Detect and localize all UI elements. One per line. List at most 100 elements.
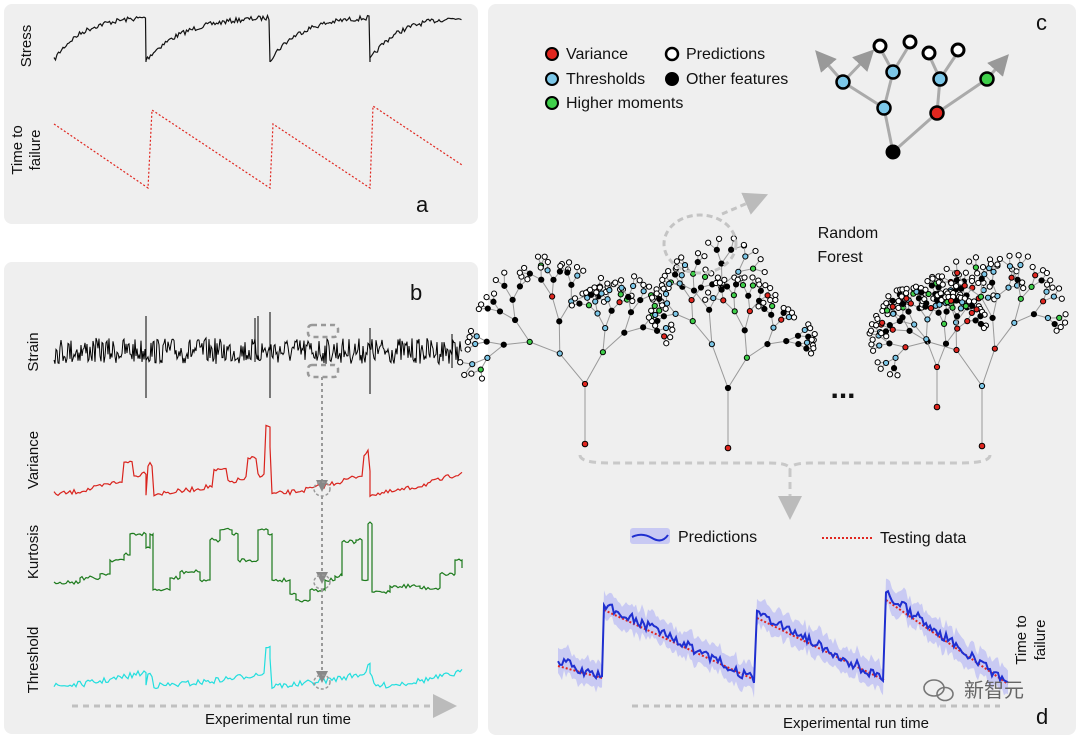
forest-node [654, 317, 661, 325]
forest-node [899, 300, 907, 307]
forest-node [1028, 283, 1035, 290]
forest-node [740, 241, 747, 249]
watermark-text: 新智元 [964, 679, 1024, 702]
forest-node [656, 307, 663, 314]
forest-node [604, 280, 611, 287]
forest-node [961, 282, 968, 289]
forest-node [694, 258, 701, 266]
forest-edge [956, 349, 983, 387]
forest-node [869, 347, 877, 354]
forest-node [576, 300, 583, 307]
forest-node [770, 324, 777, 331]
forest-node [1008, 274, 1015, 281]
forest-node [662, 290, 670, 298]
forest-node [785, 314, 793, 321]
forest-node [512, 316, 519, 324]
forest-node [874, 315, 881, 322]
forest-node [1006, 263, 1014, 270]
forest-node [708, 341, 715, 348]
forest-node [627, 309, 635, 316]
forest-node [772, 296, 779, 304]
forest-node [706, 306, 713, 313]
forest-node [947, 297, 955, 304]
forest-node [702, 296, 709, 303]
forest-node [977, 293, 985, 300]
forest-node [803, 345, 810, 352]
forest-node [599, 349, 606, 356]
forest-node [718, 286, 725, 293]
forest-node [762, 282, 769, 289]
time-to-failure-trace [53, 104, 463, 190]
forest-node [516, 269, 523, 276]
forest-node [490, 290, 498, 297]
forest-node [948, 280, 955, 287]
forest-node [468, 370, 475, 377]
forest-node [973, 306, 980, 313]
forest-node [869, 336, 876, 343]
forest-node [594, 310, 601, 317]
forest-node [1053, 327, 1060, 334]
forest-node [885, 293, 892, 300]
forest-node [795, 340, 802, 348]
legend-predictions-marker [664, 46, 680, 62]
forest-node [896, 317, 903, 325]
forest-node [977, 320, 985, 328]
forest-node [556, 268, 563, 275]
forest-node [501, 269, 508, 276]
forest-node [757, 287, 764, 294]
forest-node [772, 291, 779, 299]
forest-edge [540, 279, 553, 297]
forest-node [1006, 252, 1013, 259]
forest-node [1047, 277, 1054, 284]
forest-node [923, 336, 930, 343]
forest-node [612, 279, 619, 286]
forest-node [1013, 268, 1020, 275]
forest-edge [487, 344, 505, 359]
forest-edge [512, 299, 516, 321]
legend-predictions-line [631, 533, 669, 542]
forest-node [598, 290, 605, 297]
forest-node [942, 340, 950, 347]
forest-node [617, 291, 624, 298]
forest-node [592, 298, 599, 305]
forest-node [574, 272, 581, 279]
forest-edge [503, 341, 530, 346]
threshold-trace [53, 645, 463, 690]
panel-b-letter: b [410, 280, 422, 305]
forest-edge [624, 326, 644, 334]
forest-node [492, 276, 499, 284]
forest-node [640, 281, 647, 289]
variance-axis-label: Variance [25, 431, 42, 489]
forest-node [724, 444, 732, 452]
forest-edge [727, 357, 748, 389]
forest-node [524, 276, 531, 283]
forest-node [760, 299, 767, 306]
forest-node [928, 282, 935, 289]
forest-node [890, 365, 898, 372]
forest-node [724, 384, 732, 392]
forest-node [761, 268, 768, 276]
forest-node [974, 270, 981, 277]
forest-node [764, 340, 771, 348]
forest-node [1030, 311, 1038, 318]
forest-node [608, 307, 615, 314]
forest-node [630, 282, 637, 290]
panel-a [4, 4, 478, 224]
forest-node [954, 325, 961, 332]
strain-trace [53, 312, 463, 398]
forest-node [911, 321, 918, 328]
forest-edge [981, 348, 996, 387]
forest-node [550, 276, 557, 283]
forest-node [902, 290, 910, 297]
forest-edge [1017, 279, 1022, 299]
forest-node [968, 309, 975, 317]
forest-node [516, 283, 524, 290]
forest-edge [675, 313, 693, 322]
forest-node [785, 306, 792, 313]
forest-edge [925, 338, 938, 368]
forest-node [890, 310, 897, 317]
forest-node [544, 267, 551, 274]
forest-edge [584, 351, 604, 385]
forest-node [631, 273, 638, 280]
forest-node [662, 305, 669, 312]
